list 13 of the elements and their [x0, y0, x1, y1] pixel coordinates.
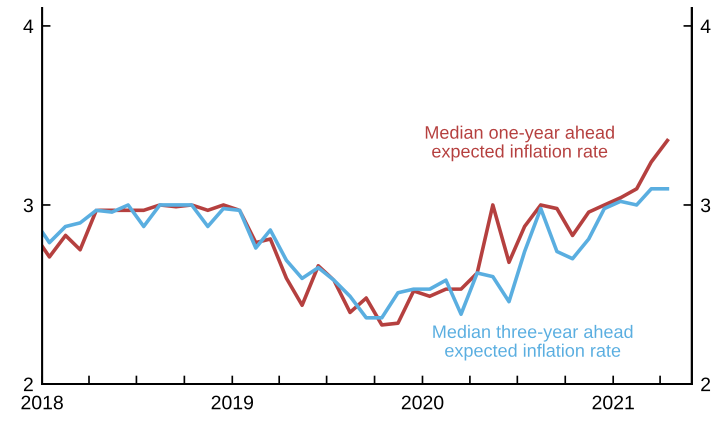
y-tick-label: 2 [24, 377, 33, 392]
y2-tick-label: 3 [700, 198, 710, 212]
x-tick-label: 2020 [402, 396, 444, 410]
y2-tick-label: 2 [701, 377, 710, 392]
x-tick-label: 2019 [212, 396, 254, 410]
y2-tick-label: 4 [700, 20, 710, 33]
x-tick-label: 2021 [592, 396, 634, 410]
line-series [42, 187, 670, 320]
y-tick-label: 4 [23, 20, 34, 33]
x-tick-label: 2018 [21, 396, 63, 410]
series-label: Median three-year ahead expected inflation rate [433, 324, 632, 360]
series-label: Median one-year ahead expected inflation rate [426, 126, 614, 162]
y-tick-label: 3 [24, 198, 33, 212]
